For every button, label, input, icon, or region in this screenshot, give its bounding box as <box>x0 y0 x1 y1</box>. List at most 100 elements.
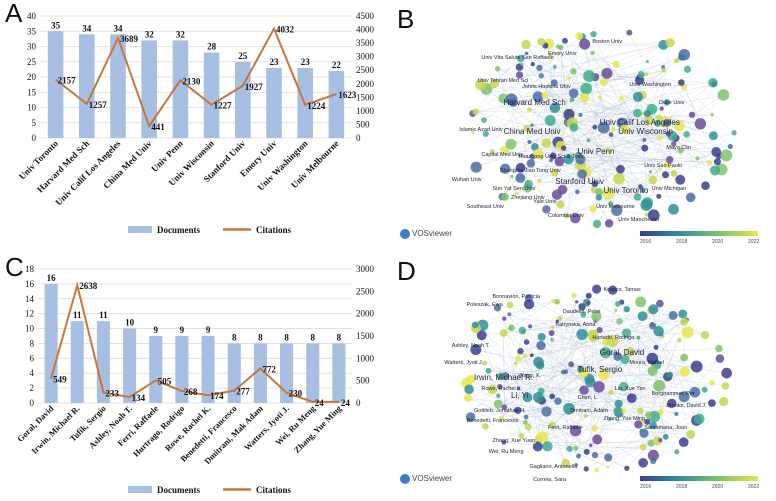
network-node-label[interactable]: Daudelin, Peter <box>562 308 601 315</box>
network-node-label[interactable]: Boston Univ <box>592 39 623 46</box>
network-edge <box>570 364 586 416</box>
network-node-label[interactable]: Poleszak, Ewa <box>466 302 503 309</box>
network-node <box>557 315 563 321</box>
network-node-label[interactable]: Benedetti, Francesco <box>466 418 519 425</box>
network-node-label[interactable]: Emory Univ <box>548 50 577 57</box>
network-edge <box>657 376 668 441</box>
network-node-label[interactable]: Univ Tehran Med Sci <box>477 77 529 84</box>
network-node <box>613 352 622 361</box>
network-node-label[interactable]: Santamaria, Joan <box>644 424 688 431</box>
bar-documents <box>70 321 84 403</box>
network-node <box>538 73 544 79</box>
network-node-label[interactable]: Univ Wisconsin <box>618 127 673 136</box>
network-edge <box>571 364 697 367</box>
bar-value-label: 9 <box>154 325 159 335</box>
network-node-label[interactable]: Stanford Univ <box>555 176 604 186</box>
network-node-label[interactable]: Irwin, Michael R. <box>474 373 534 383</box>
network-edge <box>501 288 597 418</box>
network-node-label[interactable]: Yale Univ <box>533 199 557 205</box>
network-edge <box>659 42 671 118</box>
network-node <box>583 448 590 455</box>
network-node-label[interactable]: Mayo Clin <box>666 145 691 151</box>
network-node-label[interactable]: Univ Vita Salute San Raffaele <box>481 55 554 61</box>
author-network-map[interactable]: Goral, David Irwin, Michael R. Tufik, Serg… <box>400 283 770 498</box>
network-node-label[interactable]: Univ Michigan <box>651 185 687 192</box>
institution-network-map[interactable]: Boston Univ Univ Vita Salute San Raffaele… <box>400 28 770 253</box>
network-edge <box>509 314 552 334</box>
network-node-label[interactable]: Huazhong Univ Sci & Tech <box>518 154 584 160</box>
network-node-label[interactable]: Goral, David <box>599 347 645 357</box>
network-node-label[interactable]: Brooks, David J. <box>666 403 707 410</box>
network-node-label[interactable]: Univ Calif Los Angeles <box>599 118 680 127</box>
network-node-label[interactable]: Zhang, Yue Ming <box>603 416 645 423</box>
y-left-tick-label: 5 <box>32 118 37 128</box>
network-edge <box>497 68 547 210</box>
bar-documents <box>44 283 58 403</box>
bar-value-label: 23 <box>301 57 311 67</box>
network-node-label[interactable]: Rowe, Rachel K. <box>481 386 523 393</box>
network-node-label[interactable]: Moura, Rafael <box>629 360 664 367</box>
network-node-label[interactable]: Kovacs, Tamas <box>603 287 641 294</box>
network-node <box>608 389 614 395</box>
network-node <box>618 382 629 392</box>
y-left-tick-label: 30 <box>27 42 37 52</box>
network-node <box>570 68 577 75</box>
network-edge <box>505 364 572 377</box>
network-node-label[interactable]: Univ Sao Paulo <box>644 163 683 169</box>
network-node <box>666 371 674 379</box>
network-node-label[interactable]: Chen, L. <box>577 394 599 401</box>
network-node-label[interactable]: Johns Hopkins Univ <box>522 84 571 91</box>
network-node-label[interactable]: Gottlieb, Jonathan H. <box>474 407 526 414</box>
network-node <box>561 458 571 468</box>
network-node-label[interactable]: Ferri, Raffaele <box>548 424 583 431</box>
network-node <box>683 130 690 138</box>
network-node-label[interactable]: Batrynska, Anna <box>555 321 596 328</box>
network-node-label[interactable]: Sun Yat Sen Univ <box>492 185 536 192</box>
network-node-label[interactable]: Wang, X. <box>518 373 541 380</box>
network-node <box>589 443 593 448</box>
network-node <box>569 123 579 132</box>
network-edge <box>470 379 627 469</box>
network-edge <box>556 80 640 195</box>
vosviewer-logo: VOSviewer <box>400 229 452 239</box>
network-node-label[interactable]: Gagliano, Antonella <box>529 463 578 470</box>
network-node-label[interactable]: Wei, Ru Meng <box>488 448 524 455</box>
network-edge <box>538 36 583 155</box>
network-node-label[interactable]: Tufik, Sergio <box>577 364 623 374</box>
network-node-label[interactable]: Capital Med Univ <box>481 151 524 158</box>
network-node-label[interactable]: Watters, Jyoti J. <box>444 360 484 367</box>
network-node <box>591 311 602 322</box>
network-node-label[interactable]: Columbia Univ <box>548 212 584 219</box>
bar-value-label: 8 <box>337 332 342 342</box>
bar-value-label: 9 <box>206 325 211 335</box>
network-edge <box>617 303 653 359</box>
network-node-label[interactable]: Liu, Xue Yan <box>614 386 646 393</box>
network-node-label[interactable]: Univ Washington <box>629 82 671 88</box>
network-edge <box>560 109 652 205</box>
network-node-label[interactable]: Dmitrani, Adam <box>570 407 608 414</box>
network-node-label[interactable]: Duke Univ <box>659 100 685 106</box>
network-node-label[interactable]: Islamic Azad Univ <box>459 127 503 133</box>
network-node-label[interactable]: Borghammer, Per <box>651 390 695 397</box>
network-node-label[interactable]: Univ Melbourne <box>596 203 635 210</box>
network-node-label[interactable]: Univ Manchester <box>618 217 660 223</box>
network-node <box>690 360 703 373</box>
network-node-label[interactable]: Southeast Univ <box>466 203 504 210</box>
network-node-label[interactable]: Univ Penn <box>577 147 615 157</box>
network-node-label[interactable]: Zhang, Xue Yuan <box>492 437 535 444</box>
network-node-label[interactable]: Zhejiang Univ <box>511 194 545 201</box>
network-node-label[interactable]: Li, Yi <box>511 390 529 400</box>
network-node-label[interactable]: Wuhan Univ <box>451 176 482 183</box>
network-node-label[interactable]: Shanghai Jiao Tong Univ <box>499 167 561 174</box>
network-node-label[interactable]: Harvard Med Sch <box>503 97 566 107</box>
network-node <box>532 91 544 103</box>
network-node-label[interactable]: Bonnavion, Patricia <box>492 293 540 300</box>
network-node-label[interactable]: China Med Univ <box>503 127 561 136</box>
network-node-label[interactable]: Ashley, Noah T. <box>451 343 490 350</box>
panel-label-b: B <box>397 4 415 34</box>
network-node <box>573 445 579 451</box>
network-node-label[interactable]: Univ Toronto <box>603 185 649 195</box>
network-node-label[interactable]: Hurtado, Rodrigo <box>592 334 635 341</box>
network-node-label[interactable]: Correia, Sara <box>533 476 566 483</box>
network-node <box>710 113 714 117</box>
